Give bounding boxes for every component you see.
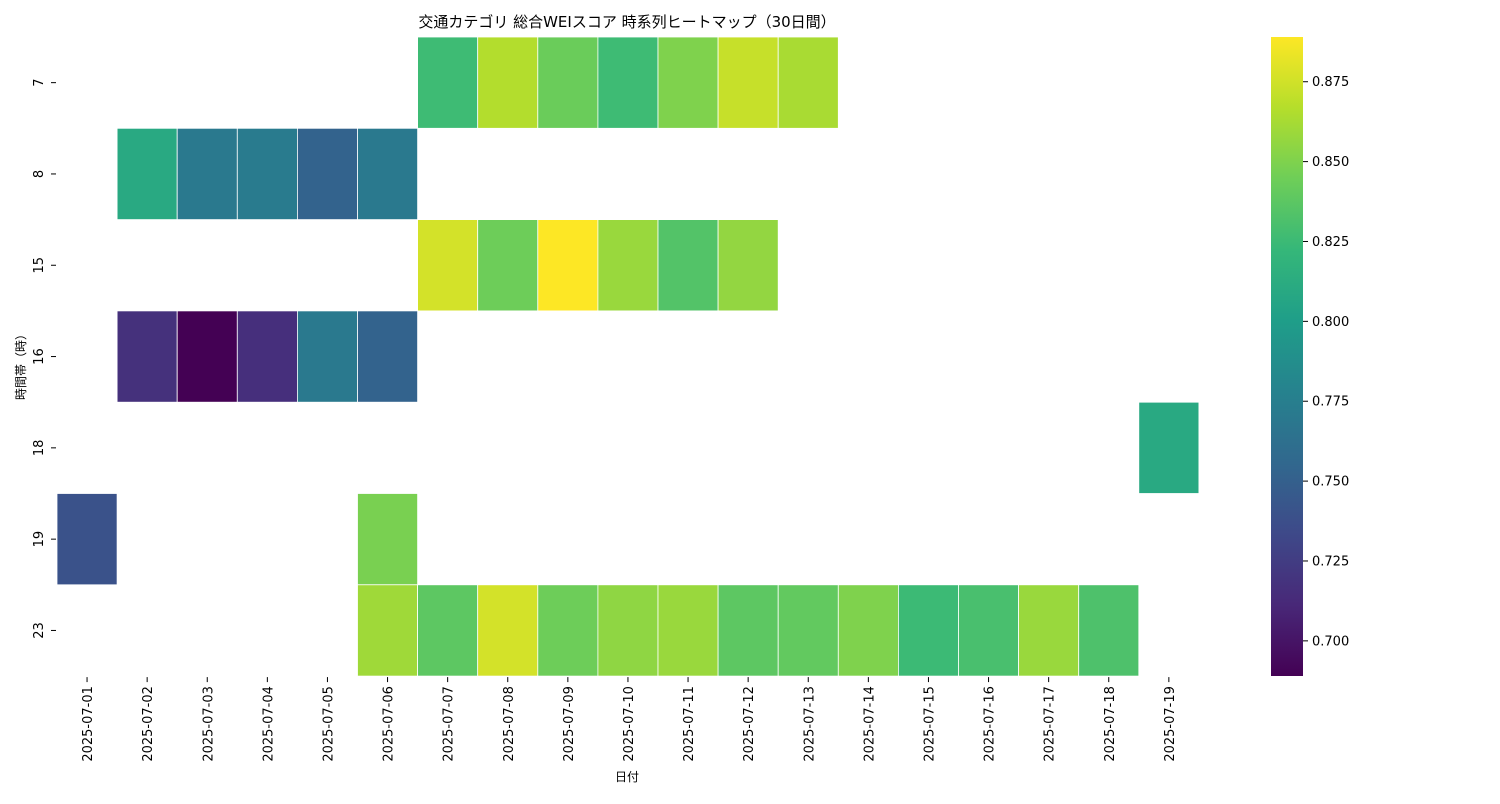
y-tick-label: 19 [32, 531, 47, 548]
y-tick-label: 8 [32, 170, 47, 178]
colorbar-ticks: 0.700 0.725 0.750 0.775 0.800 0.825 0.850 0.875 [1303, 75, 1349, 649]
heatmap-cell [537, 36, 599, 129]
x-tick-label: 2025-07-16 [983, 686, 998, 762]
heatmap-cell [958, 584, 1019, 677]
heatmap-cell [357, 127, 418, 221]
y-tick-label: 7 [32, 79, 47, 87]
x-tick-label: 2025-07-01 [81, 686, 96, 762]
colorbar-tick-label: 0.875 [1312, 75, 1349, 90]
y-tick-label: 15 [32, 257, 47, 274]
x-axis-label: 日付 [615, 770, 639, 784]
x-axis-ticks: 2025-07-01 2025-07-02 2025-07-03 2025-07-04… [81, 677, 1178, 762]
x-tick-label: 2025-07-17 [1043, 686, 1058, 762]
heatmap-cell [477, 219, 539, 312]
x-tick-label: 2025-07-14 [862, 686, 877, 762]
x-tick-label: 2025-07-12 [742, 686, 757, 762]
x-tick-label: 2025-07-09 [562, 686, 577, 762]
heatmap-cell [657, 584, 719, 677]
heatmap-cell [357, 493, 418, 586]
heatmap-cell [777, 36, 839, 129]
x-tick-label: 2025-07-03 [201, 686, 216, 762]
heatmap-cell [597, 584, 659, 677]
heatmap-cell [56, 493, 118, 586]
heatmap-cell [657, 36, 719, 129]
x-tick-label: 2025-07-04 [261, 686, 276, 762]
heatmap-cell [717, 36, 779, 129]
x-tick-label: 2025-07-18 [1103, 686, 1118, 762]
heatmap-cell [417, 36, 479, 129]
colorbar-tick-label: 0.775 [1312, 395, 1349, 410]
colorbar-tick-label: 0.700 [1312, 634, 1349, 649]
heatmap-cell [1018, 584, 1080, 677]
heatmap-cell [176, 127, 238, 221]
y-tick-label: 16 [32, 348, 47, 365]
heatmap-cells [56, 36, 1200, 677]
x-tick-label: 2025-07-11 [682, 686, 697, 762]
y-axis-label: 時間帯（時） [14, 328, 28, 400]
heatmap-cell [236, 310, 298, 403]
x-tick-label: 2025-07-13 [802, 686, 817, 762]
y-tick-label: 18 [32, 440, 47, 457]
heatmap-cell [176, 310, 238, 403]
x-tick-label: 2025-07-05 [321, 686, 336, 762]
heatmap-cell [597, 36, 659, 129]
heatmap-cell [116, 310, 178, 403]
chart-title: 交通カテゴリ 総合WEIスコア 時系列ヒートマップ（30日間） [418, 13, 835, 31]
y-tick-label: 23 [32, 622, 47, 639]
heatmap-cell [477, 36, 539, 129]
heatmap-cell [537, 584, 599, 677]
x-tick-label: 2025-07-02 [141, 686, 156, 762]
x-tick-label: 2025-07-19 [1163, 686, 1178, 762]
heatmap-cell [1078, 584, 1140, 677]
heatmap-cell [537, 219, 599, 312]
heatmap-cell [837, 584, 899, 677]
heatmap-cell [777, 584, 839, 677]
heatmap-cell [1138, 401, 1200, 494]
colorbar-tick-label: 0.850 [1312, 155, 1349, 170]
x-tick-label: 2025-07-06 [382, 686, 397, 762]
y-axis-ticks: 7 8 15 16 18 19 23 [32, 79, 56, 639]
heatmap-cell [116, 127, 178, 221]
colorbar [1271, 37, 1303, 676]
heatmap-cell [357, 310, 418, 403]
heatmap-cell [657, 219, 719, 312]
x-tick-label: 2025-07-08 [502, 686, 517, 762]
colorbar-tick-label: 0.725 [1312, 554, 1349, 569]
heatmap-cell [597, 219, 659, 312]
heatmap-cell [717, 584, 779, 677]
x-tick-label: 2025-07-07 [442, 686, 457, 762]
x-tick-label: 2025-07-15 [922, 686, 937, 762]
heatmap-cell [296, 310, 358, 403]
heatmap-cell [357, 584, 418, 677]
heatmap-cell [477, 584, 539, 677]
colorbar-tick-label: 0.825 [1312, 235, 1349, 250]
x-tick-label: 2025-07-10 [622, 686, 637, 762]
heatmap-cell [417, 584, 479, 677]
heatmap-cell [417, 219, 479, 312]
heatmap-cell [898, 584, 959, 677]
colorbar-tick-label: 0.800 [1312, 315, 1349, 330]
heatmap-cell [236, 127, 298, 221]
heatmap-cell [717, 219, 779, 312]
colorbar-tick-label: 0.750 [1312, 475, 1349, 490]
heatmap-cell [296, 127, 358, 221]
